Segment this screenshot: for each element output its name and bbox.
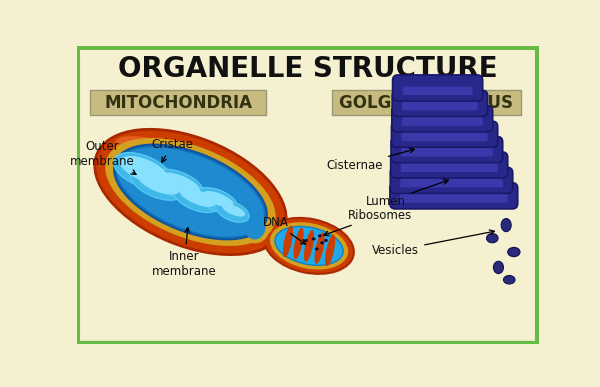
Ellipse shape — [503, 276, 515, 284]
FancyBboxPatch shape — [392, 90, 488, 116]
Text: Cisternae: Cisternae — [326, 148, 415, 172]
FancyBboxPatch shape — [77, 47, 538, 344]
Ellipse shape — [197, 188, 238, 213]
FancyBboxPatch shape — [401, 148, 493, 157]
Ellipse shape — [95, 129, 286, 255]
Ellipse shape — [179, 188, 215, 207]
Ellipse shape — [508, 247, 520, 257]
FancyBboxPatch shape — [390, 167, 513, 194]
Ellipse shape — [113, 152, 172, 189]
Ellipse shape — [105, 138, 276, 246]
Ellipse shape — [117, 147, 264, 237]
Ellipse shape — [222, 204, 245, 217]
Ellipse shape — [325, 235, 335, 266]
Ellipse shape — [120, 156, 167, 183]
Ellipse shape — [402, 131, 413, 145]
Ellipse shape — [173, 184, 220, 212]
Ellipse shape — [293, 228, 304, 259]
Ellipse shape — [312, 237, 316, 240]
Ellipse shape — [320, 241, 324, 244]
Text: Inner
membrane: Inner membrane — [152, 228, 217, 277]
FancyBboxPatch shape — [391, 121, 497, 147]
Ellipse shape — [264, 218, 354, 274]
FancyBboxPatch shape — [401, 163, 497, 172]
Text: MITOCHONDRIA: MITOCHONDRIA — [104, 94, 252, 112]
Ellipse shape — [153, 169, 204, 200]
FancyBboxPatch shape — [403, 86, 473, 95]
Ellipse shape — [114, 145, 267, 239]
FancyBboxPatch shape — [392, 106, 493, 132]
Ellipse shape — [137, 170, 181, 195]
Ellipse shape — [244, 213, 266, 240]
Ellipse shape — [270, 222, 348, 270]
FancyBboxPatch shape — [400, 194, 508, 203]
Ellipse shape — [304, 239, 308, 242]
FancyBboxPatch shape — [401, 133, 488, 141]
FancyBboxPatch shape — [391, 152, 508, 178]
Ellipse shape — [239, 209, 270, 243]
Ellipse shape — [114, 136, 254, 205]
Ellipse shape — [314, 232, 325, 264]
Ellipse shape — [318, 234, 322, 237]
Ellipse shape — [493, 261, 503, 274]
Text: Cristae: Cristae — [152, 138, 194, 162]
Ellipse shape — [130, 167, 184, 200]
Ellipse shape — [324, 239, 328, 242]
Ellipse shape — [235, 208, 275, 248]
Bar — [91, 89, 266, 115]
FancyBboxPatch shape — [390, 183, 518, 209]
Bar — [332, 89, 521, 115]
Ellipse shape — [391, 139, 401, 152]
FancyBboxPatch shape — [400, 179, 503, 187]
Ellipse shape — [283, 226, 293, 257]
Text: GOLGI APPARATUS: GOLGI APPARATUS — [339, 94, 513, 112]
Ellipse shape — [417, 128, 429, 137]
Ellipse shape — [203, 191, 233, 207]
Ellipse shape — [215, 200, 249, 222]
Text: DNA: DNA — [262, 216, 305, 244]
FancyBboxPatch shape — [391, 137, 503, 163]
FancyBboxPatch shape — [402, 117, 482, 126]
Ellipse shape — [315, 247, 319, 250]
FancyBboxPatch shape — [402, 102, 478, 110]
FancyBboxPatch shape — [392, 75, 482, 101]
Ellipse shape — [487, 233, 498, 243]
Text: Lumen: Lumen — [366, 180, 448, 209]
Ellipse shape — [304, 230, 314, 262]
Text: Outer
membrane: Outer membrane — [70, 140, 136, 175]
Text: ORGANELLE STRUCTURE: ORGANELLE STRUCTURE — [118, 55, 497, 83]
Ellipse shape — [501, 219, 511, 232]
Ellipse shape — [160, 173, 200, 195]
Text: Ribosomes: Ribosomes — [324, 209, 412, 236]
Text: Vesicles: Vesicles — [372, 230, 494, 257]
Ellipse shape — [275, 226, 343, 265]
